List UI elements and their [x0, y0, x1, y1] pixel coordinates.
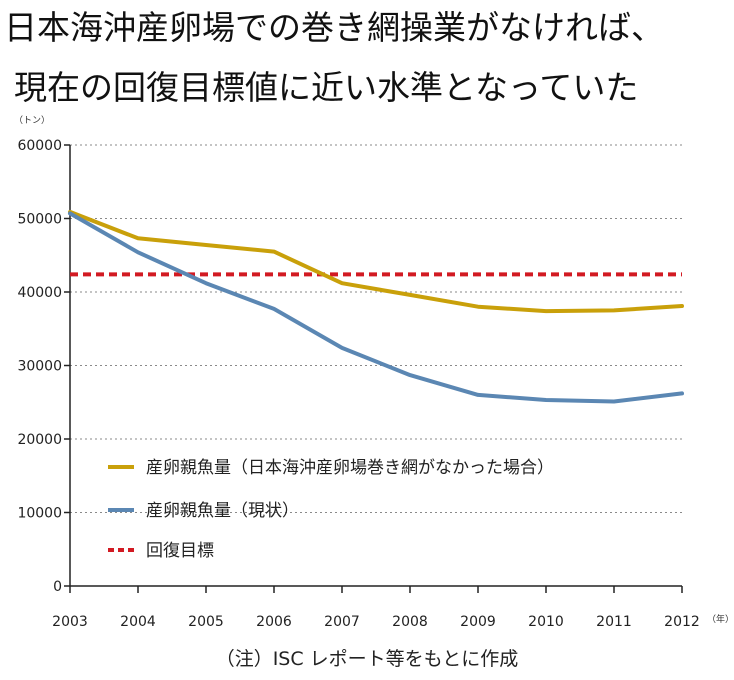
x-tick-label-5: 2008 [392, 614, 428, 630]
source-note: （注）ISC レポート等をもとに作成 [215, 648, 519, 670]
x-tick-label-6: 2009 [460, 614, 496, 630]
legend-label-1: 産卵親魚量（現状） [146, 501, 299, 521]
x-tick-label-3: 2006 [256, 614, 292, 630]
x-tick-label-7: 2010 [528, 614, 564, 630]
chart-title-line-1: 日本海沖産卵場での巻き網操業がなければ、 [4, 8, 664, 47]
series-line-1 [68, 211, 684, 404]
x-tick-label-2: 2005 [188, 614, 224, 630]
x-tick-label-8: 2011 [596, 614, 632, 630]
y-tick-label-5: 50000 [17, 212, 62, 228]
y-axis-unit-label: （トン） [14, 115, 50, 126]
x-tick-label-1: 2004 [120, 614, 156, 630]
legend-label-2: 回復目標 [146, 541, 214, 561]
y-tick-label-4: 40000 [17, 285, 62, 301]
x-tick-label-4: 2007 [324, 614, 360, 630]
x-axis-unit-label: （年） [707, 613, 734, 625]
y-tick-label-6: 60000 [17, 138, 62, 154]
x-tick-label-9: 2012 [664, 614, 700, 630]
chart-title-line-2: 現在の回復目標値に近い水準となっていた [14, 68, 639, 107]
y-tick-label-3: 30000 [17, 359, 62, 375]
y-tick-label-0: 0 [53, 579, 62, 595]
series-line-0 [68, 209, 684, 314]
x-tick-label-0: 2003 [52, 614, 88, 630]
y-tick-label-1: 10000 [17, 506, 62, 522]
y-tick-label-2: 20000 [17, 432, 62, 448]
legend-label-0: 産卵親魚量（日本海沖産卵場巻き網がなかった場合） [146, 458, 554, 478]
